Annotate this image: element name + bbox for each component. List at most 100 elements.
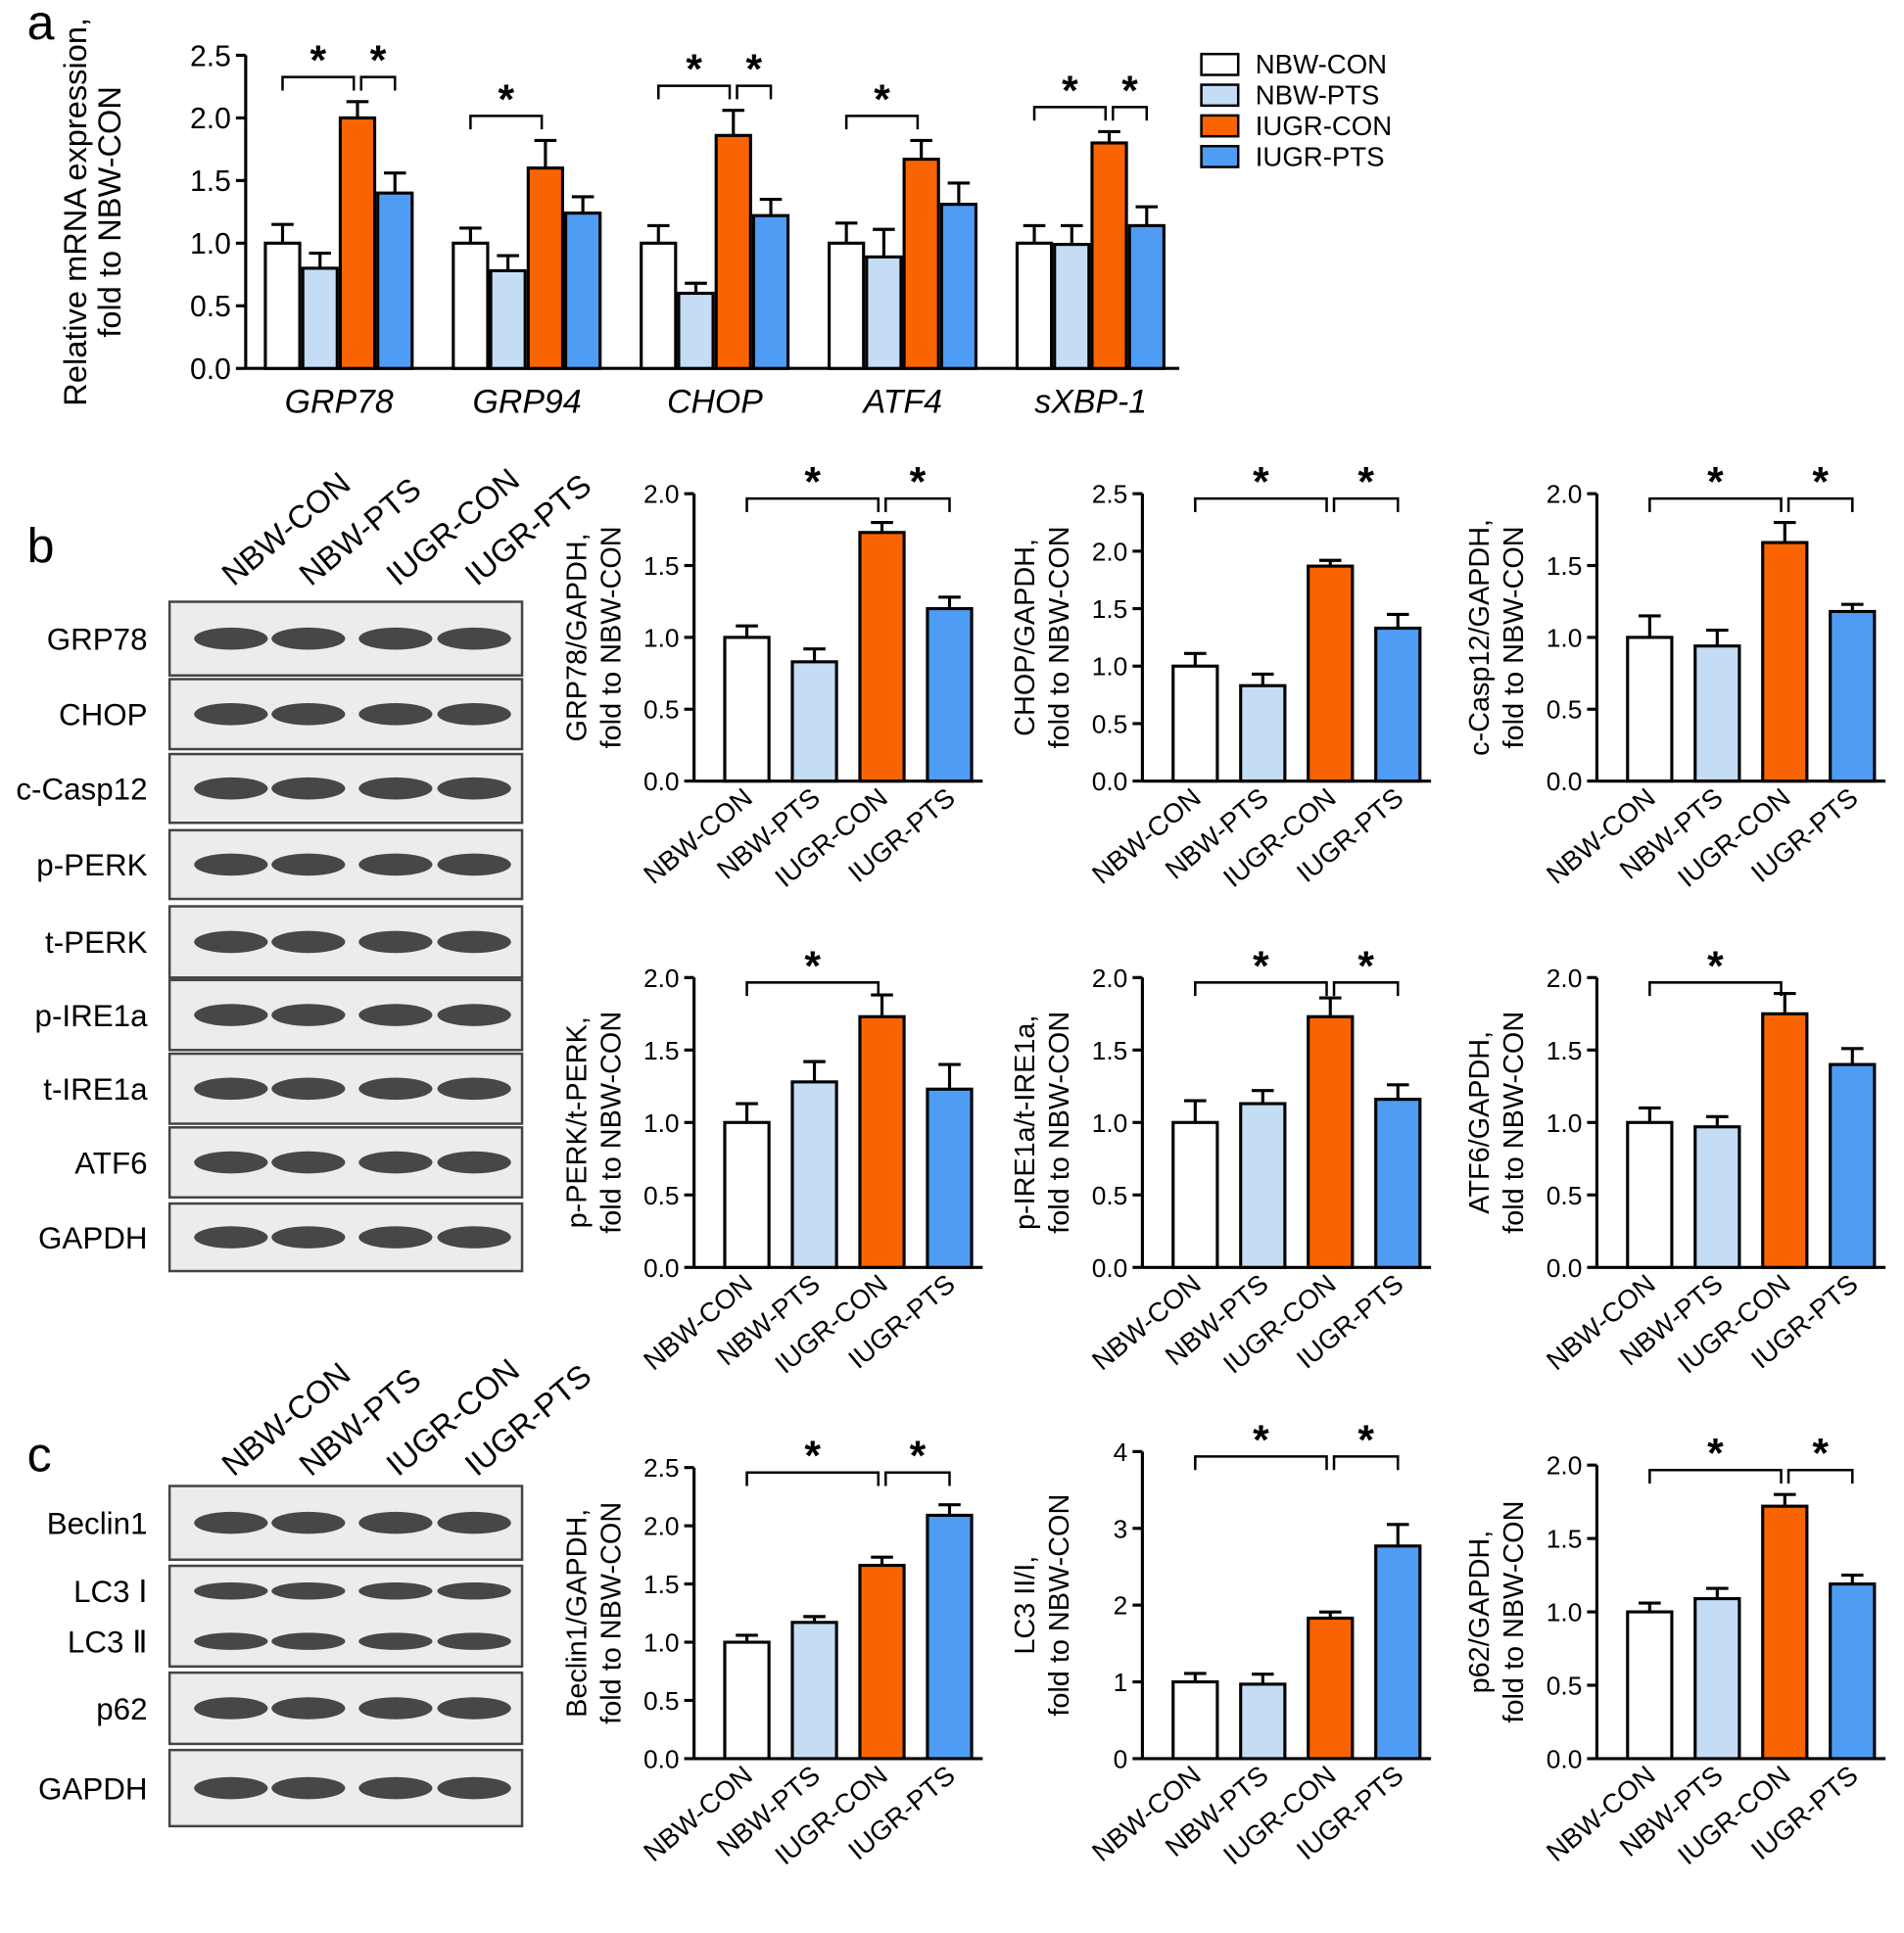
blot-band bbox=[194, 1632, 268, 1650]
legend-label: IUGR-CON bbox=[1256, 111, 1392, 141]
bar bbox=[376, 191, 414, 370]
y-tick-label: 0.0 bbox=[1547, 1253, 1583, 1283]
y-tick-label: 1.0 bbox=[1092, 1108, 1128, 1138]
y-tick-label: 0.5 bbox=[1547, 695, 1583, 725]
y-tick-label: 0.5 bbox=[1547, 1671, 1583, 1700]
significance-label: * bbox=[804, 459, 821, 506]
y-tick-label: 1.5 bbox=[1547, 1036, 1583, 1065]
blot-band bbox=[358, 1697, 433, 1720]
blot-band bbox=[271, 1581, 346, 1600]
bar bbox=[939, 203, 978, 370]
significance-label: * bbox=[1357, 1417, 1374, 1464]
blot-band bbox=[437, 1776, 511, 1800]
significance-label: * bbox=[1812, 1431, 1829, 1478]
blot-band bbox=[271, 1151, 346, 1174]
significance-bracket bbox=[1112, 106, 1149, 121]
blot-band bbox=[194, 777, 268, 800]
blot-band bbox=[271, 1004, 346, 1026]
y-tick-label: 0.5 bbox=[643, 1181, 680, 1210]
bar bbox=[790, 1080, 838, 1269]
y-tick-label: 2.0 bbox=[1547, 964, 1583, 993]
bar bbox=[338, 116, 377, 370]
blot-band bbox=[358, 853, 433, 876]
bar bbox=[828, 241, 866, 370]
blot-band bbox=[437, 1004, 511, 1026]
y-tick-label: 0.5 bbox=[643, 1686, 680, 1716]
blot-band bbox=[358, 1511, 433, 1534]
panel-label: a bbox=[27, 0, 55, 50]
blot-band bbox=[437, 1077, 511, 1101]
bar bbox=[1374, 626, 1422, 783]
bar bbox=[263, 241, 302, 370]
y-tick-label: 1.5 bbox=[1547, 1525, 1583, 1554]
x-tick-label: sXBP-1 bbox=[1034, 383, 1147, 420]
y-tick-label: 2.0 bbox=[1092, 964, 1128, 993]
blot-band bbox=[271, 1697, 346, 1720]
y-tick-label: 2.0 bbox=[1547, 1451, 1583, 1481]
y-tick-label: 2.0 bbox=[643, 1512, 680, 1541]
bar bbox=[1693, 1125, 1741, 1269]
y-tick-label: 0.0 bbox=[643, 1253, 680, 1283]
bar bbox=[714, 133, 752, 370]
blot-band bbox=[437, 1151, 511, 1174]
y-tick-label: 1.5 bbox=[643, 1036, 680, 1065]
legend-swatch bbox=[1200, 52, 1240, 76]
y-tick-label: 1.0 bbox=[1547, 623, 1583, 652]
blot-band bbox=[271, 702, 346, 726]
y-tick-label: 2.0 bbox=[1547, 480, 1583, 509]
blot-band bbox=[437, 853, 511, 876]
y-axis-label: fold to NBW-CON bbox=[1499, 1501, 1530, 1723]
y-tick-label: 2.5 bbox=[1092, 480, 1128, 509]
y-axis-label: CHOP/GAPDH, bbox=[1010, 539, 1041, 736]
bar bbox=[1829, 1582, 1877, 1761]
significance-bracket bbox=[281, 75, 356, 91]
blot-band bbox=[437, 930, 511, 954]
bar bbox=[1374, 1098, 1422, 1269]
blot-band bbox=[271, 777, 346, 800]
significance-bracket bbox=[884, 1471, 951, 1486]
significance-label: * bbox=[1062, 68, 1078, 115]
blot-label: p-PERK bbox=[36, 848, 147, 882]
significance-bracket bbox=[844, 115, 920, 130]
blot-band bbox=[194, 1511, 268, 1534]
x-tick-label: GRP94 bbox=[473, 383, 582, 420]
y-axis-label: ATF6/GAPDH, bbox=[1464, 1031, 1496, 1214]
y-axis-label: p-PERK/t-PERK, bbox=[561, 1016, 593, 1228]
y-tick-label: 2.0 bbox=[190, 103, 231, 135]
bar bbox=[1239, 684, 1287, 783]
y-tick-label: 4 bbox=[1114, 1438, 1128, 1467]
blot-label: CHOP bbox=[59, 698, 148, 732]
bar bbox=[865, 255, 903, 370]
significance-bracket bbox=[745, 496, 881, 512]
significance-bracket bbox=[1032, 106, 1108, 121]
significance-label: * bbox=[498, 76, 514, 123]
bar bbox=[301, 266, 339, 370]
significance-bracket bbox=[745, 1471, 881, 1486]
significance-bracket bbox=[1332, 496, 1400, 512]
significance-bracket bbox=[1786, 1468, 1854, 1485]
legend-label: NBW-PTS bbox=[1256, 80, 1380, 111]
blot-band bbox=[271, 1077, 346, 1101]
bar bbox=[723, 1120, 771, 1269]
significance-label: * bbox=[910, 1433, 927, 1480]
blot-band bbox=[271, 627, 346, 650]
blot-band bbox=[437, 777, 511, 800]
bar bbox=[1171, 664, 1219, 783]
y-axis-label: p62/GAPDH, bbox=[1464, 1531, 1496, 1694]
legend-swatch bbox=[1200, 144, 1240, 168]
bar bbox=[1053, 243, 1091, 370]
bar bbox=[1829, 1062, 1877, 1269]
bar bbox=[564, 212, 602, 370]
bar bbox=[1307, 1616, 1355, 1761]
y-tick-label: 1.5 bbox=[643, 551, 680, 581]
bar bbox=[902, 158, 940, 370]
significance-label: * bbox=[804, 943, 821, 990]
blot-band bbox=[194, 1077, 268, 1101]
significance-label: * bbox=[310, 37, 327, 84]
bar bbox=[1015, 241, 1054, 370]
panel-label: b bbox=[27, 518, 55, 573]
significance-bracket bbox=[1648, 981, 1783, 997]
blot-band bbox=[271, 1776, 346, 1800]
significance-bracket bbox=[1194, 1455, 1328, 1471]
blot-label: t-PERK bbox=[45, 925, 148, 960]
